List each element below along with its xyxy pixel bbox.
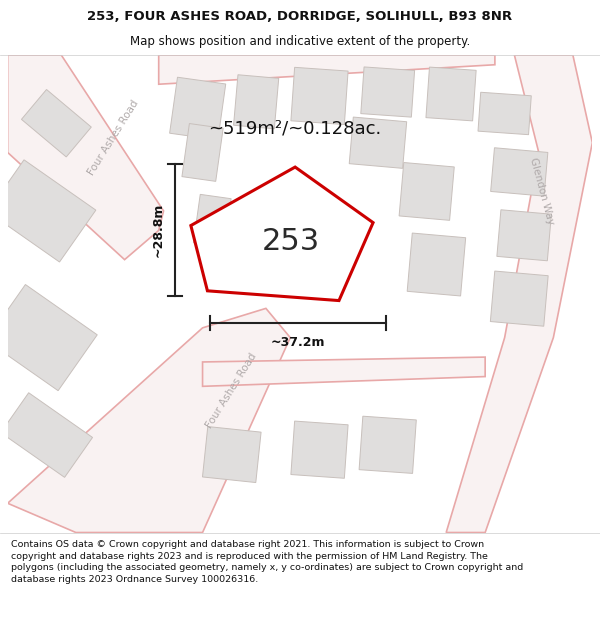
Polygon shape xyxy=(291,68,348,124)
Polygon shape xyxy=(446,55,592,532)
Text: 253: 253 xyxy=(262,227,320,256)
Text: Four Ashes Road: Four Ashes Road xyxy=(86,99,140,177)
Text: ~28.8m: ~28.8m xyxy=(151,202,164,257)
Polygon shape xyxy=(233,75,279,129)
Polygon shape xyxy=(0,284,97,391)
Polygon shape xyxy=(497,210,551,261)
Polygon shape xyxy=(361,67,415,117)
Polygon shape xyxy=(426,67,476,121)
Polygon shape xyxy=(8,55,164,259)
Polygon shape xyxy=(491,148,548,196)
Text: Four Ashes Road: Four Ashes Road xyxy=(205,352,259,431)
Polygon shape xyxy=(478,92,531,134)
Polygon shape xyxy=(349,117,407,168)
Text: Glendon Way: Glendon Way xyxy=(528,157,556,226)
Text: Contains OS data © Crown copyright and database right 2021. This information is : Contains OS data © Crown copyright and d… xyxy=(11,540,523,584)
Polygon shape xyxy=(407,233,466,296)
Polygon shape xyxy=(22,89,91,157)
Text: Map shows position and indicative extent of the property.: Map shows position and indicative extent… xyxy=(130,35,470,48)
Polygon shape xyxy=(203,357,485,386)
Polygon shape xyxy=(158,55,495,84)
Polygon shape xyxy=(359,416,416,473)
Polygon shape xyxy=(182,124,223,181)
Polygon shape xyxy=(399,162,454,221)
Polygon shape xyxy=(170,78,226,140)
Text: ~37.2m: ~37.2m xyxy=(271,336,325,349)
Text: 253, FOUR ASHES ROAD, DORRIDGE, SOLIHULL, B93 8NR: 253, FOUR ASHES ROAD, DORRIDGE, SOLIHULL… xyxy=(88,10,512,23)
Polygon shape xyxy=(291,421,348,478)
Polygon shape xyxy=(191,167,373,301)
Polygon shape xyxy=(490,271,548,326)
Polygon shape xyxy=(193,194,231,247)
Polygon shape xyxy=(0,160,96,262)
Polygon shape xyxy=(1,392,92,478)
Text: ~519m²/~0.128ac.: ~519m²/~0.128ac. xyxy=(209,119,382,137)
Polygon shape xyxy=(8,308,290,532)
Polygon shape xyxy=(202,426,261,483)
